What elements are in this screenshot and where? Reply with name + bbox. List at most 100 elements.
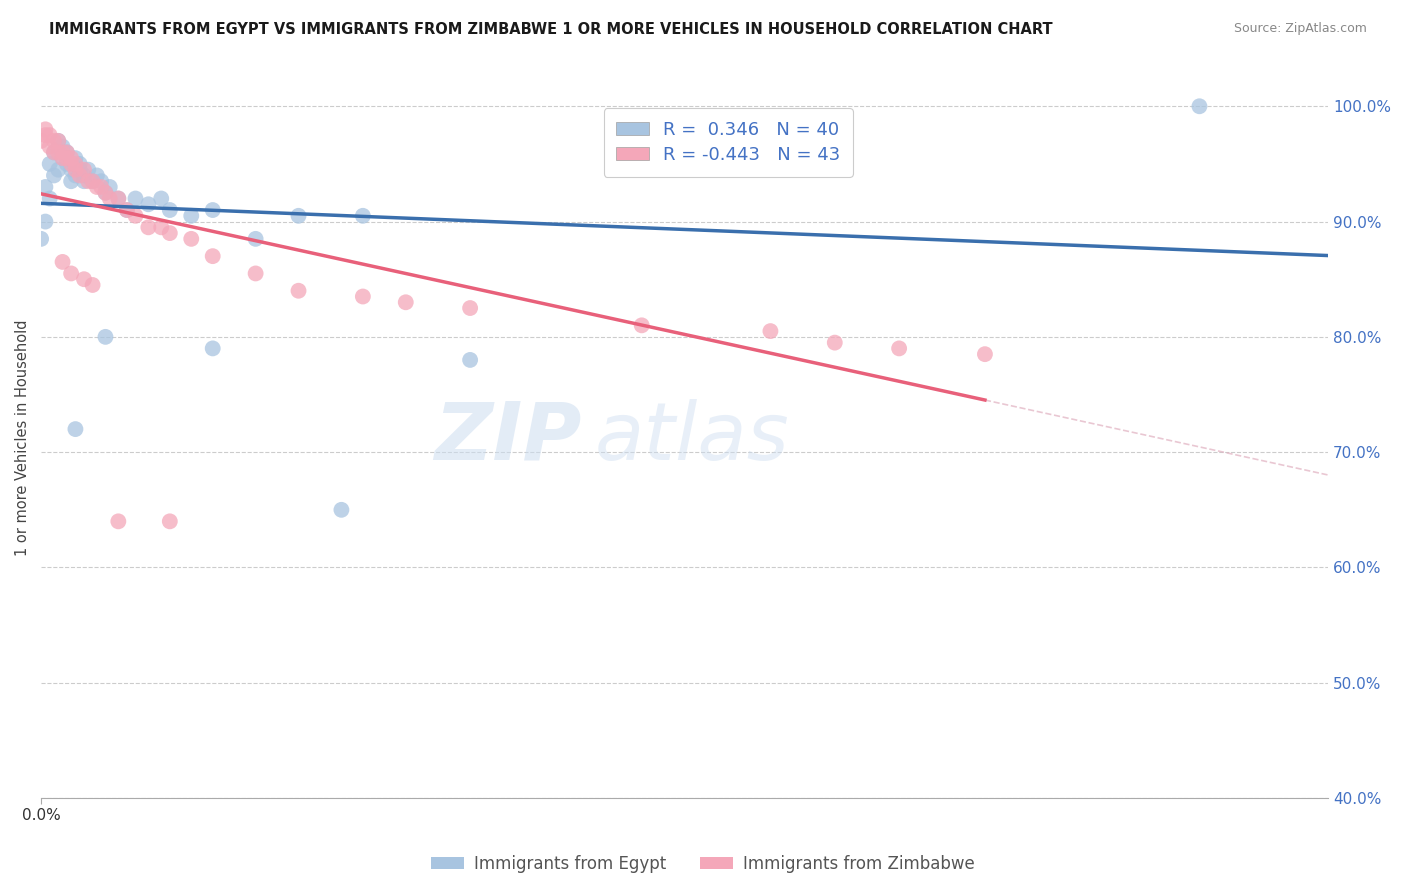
Point <box>42 169 65 183</box>
Point <box>395 295 418 310</box>
Y-axis label: 1 or more Vehicles in Household: 1 or more Vehicles in Household <box>15 319 30 556</box>
Point <box>34 128 56 142</box>
Point <box>51 255 73 269</box>
Point <box>107 192 129 206</box>
Point <box>60 162 83 177</box>
Point <box>77 162 100 177</box>
Point <box>73 162 96 177</box>
Point <box>138 197 160 211</box>
Point <box>94 186 117 200</box>
Point <box>124 192 146 206</box>
Point <box>34 122 56 136</box>
Point <box>65 151 87 165</box>
Text: Source: ZipAtlas.com: Source: ZipAtlas.com <box>1233 22 1367 36</box>
Point <box>77 174 100 188</box>
Point <box>65 169 87 183</box>
Point <box>287 284 309 298</box>
Point <box>124 209 146 223</box>
Point <box>201 342 224 356</box>
Point <box>974 347 997 361</box>
Point <box>56 151 79 165</box>
Point <box>42 145 65 160</box>
Point <box>42 134 65 148</box>
Point <box>34 180 56 194</box>
Point <box>90 174 112 188</box>
Point <box>759 324 782 338</box>
Point <box>352 209 374 223</box>
Point <box>630 318 652 333</box>
Point <box>60 174 83 188</box>
Point <box>69 157 91 171</box>
Point <box>86 169 108 183</box>
Point <box>69 169 91 183</box>
Point <box>245 267 267 281</box>
Point <box>245 232 267 246</box>
Point <box>56 145 79 160</box>
Point <box>56 157 79 171</box>
Point <box>30 232 52 246</box>
Point <box>138 220 160 235</box>
Text: atlas: atlas <box>595 399 789 476</box>
Point <box>30 134 52 148</box>
Point <box>51 145 73 160</box>
Point <box>180 232 202 246</box>
Point <box>65 157 87 171</box>
Point <box>38 128 60 142</box>
Point <box>82 174 104 188</box>
Point <box>201 202 224 217</box>
Point <box>115 202 138 217</box>
Point <box>1188 99 1211 113</box>
Point <box>38 192 60 206</box>
Point <box>201 249 224 263</box>
Point <box>150 220 173 235</box>
Point <box>34 214 56 228</box>
Point <box>107 514 129 528</box>
Point <box>73 174 96 188</box>
Point <box>46 162 69 177</box>
Point <box>90 180 112 194</box>
Point <box>46 134 69 148</box>
Legend: R =  0.346   N = 40, R = -0.443   N = 43: R = 0.346 N = 40, R = -0.443 N = 43 <box>603 108 853 177</box>
Text: ZIP: ZIP <box>434 399 582 476</box>
Point <box>287 209 309 223</box>
Point <box>330 503 353 517</box>
Point <box>82 277 104 292</box>
Point <box>159 514 181 528</box>
Point <box>56 145 79 160</box>
Point <box>82 174 104 188</box>
Point <box>159 226 181 240</box>
Point <box>115 202 138 217</box>
Point <box>180 209 202 223</box>
Point <box>86 180 108 194</box>
Point <box>38 157 60 171</box>
Point <box>94 186 117 200</box>
Point <box>69 162 91 177</box>
Point <box>73 169 96 183</box>
Point <box>51 139 73 153</box>
Text: IMMIGRANTS FROM EGYPT VS IMMIGRANTS FROM ZIMBABWE 1 OR MORE VEHICLES IN HOUSEHOL: IMMIGRANTS FROM EGYPT VS IMMIGRANTS FROM… <box>49 22 1053 37</box>
Point <box>150 192 173 206</box>
Point <box>94 330 117 344</box>
Point <box>107 192 129 206</box>
Point <box>887 342 910 356</box>
Point <box>42 145 65 160</box>
Point <box>51 151 73 165</box>
Point <box>60 157 83 171</box>
Point <box>38 139 60 153</box>
Point <box>352 289 374 303</box>
Point <box>65 162 87 177</box>
Point <box>65 422 87 436</box>
Point <box>46 134 69 148</box>
Point <box>824 335 846 350</box>
Legend: Immigrants from Egypt, Immigrants from Zimbabwe: Immigrants from Egypt, Immigrants from Z… <box>425 848 981 880</box>
Point <box>458 301 481 315</box>
Point <box>159 202 181 217</box>
Point <box>73 272 96 286</box>
Point <box>60 151 83 165</box>
Point <box>51 151 73 165</box>
Point <box>98 192 121 206</box>
Point <box>46 145 69 160</box>
Point <box>458 353 481 368</box>
Point <box>98 180 121 194</box>
Point <box>60 267 83 281</box>
